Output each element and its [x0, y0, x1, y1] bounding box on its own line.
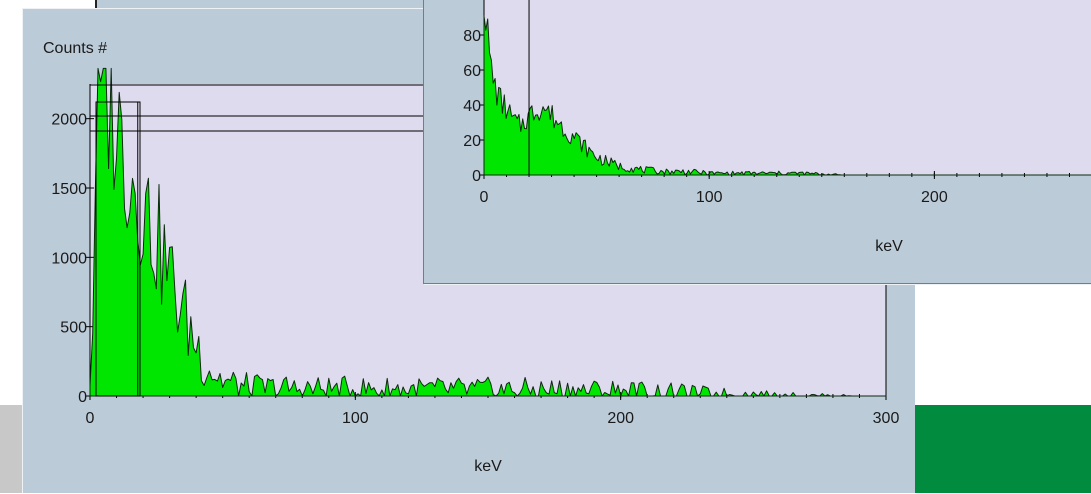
inset-histogram-panel: keV 0 100 200 0 20 40 60 80 — [423, 0, 1091, 284]
y-tick-label: 60 — [463, 63, 481, 80]
y-tick-label: 500 — [60, 320, 87, 337]
y-tick-label: 0 — [78, 389, 87, 406]
main-overlay-rectangles — [90, 84, 425, 397]
inset-x-axis-title: keV — [875, 238, 903, 255]
y-tick-label: 80 — [463, 28, 481, 45]
inset-histogram-chart: keV 0 100 200 0 20 40 60 80 — [463, 0, 1091, 255]
main-histogram-fill — [89, 67, 887, 397]
background-window-edge — [95, 0, 427, 8]
background-green-band — [915, 405, 1091, 493]
y-tick-label: 1000 — [51, 250, 87, 267]
main-x-axis-title: keV — [474, 458, 502, 475]
y-tick-label: 40 — [463, 98, 481, 115]
x-tick-label: 200 — [607, 410, 634, 427]
y-tick-label: 2000 — [51, 112, 87, 129]
x-tick-label: 100 — [696, 189, 723, 206]
y-tick-label: 1500 — [51, 181, 87, 198]
y-tick-label: 20 — [463, 133, 481, 150]
inset-histogram-fill — [483, 15, 1091, 176]
x-tick-label: 200 — [921, 189, 948, 206]
x-tick-label: 0 — [480, 189, 489, 206]
main-zoom-box — [95, 101, 141, 397]
main-y-axis-title: Counts # — [43, 40, 107, 57]
x-tick-label: 300 — [873, 410, 900, 427]
y-tick-label: 0 — [472, 168, 481, 185]
x-tick-label: 100 — [342, 410, 369, 427]
x-tick-label: 0 — [86, 410, 95, 427]
